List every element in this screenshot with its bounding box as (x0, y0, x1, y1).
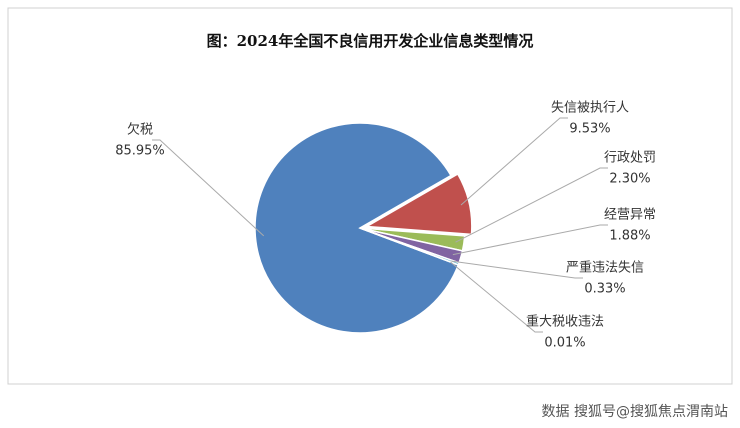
leader-line (452, 224, 608, 256)
slice-value: 9.53% (569, 122, 610, 137)
leader-line (450, 261, 543, 333)
slice-label: 行政处罚 (604, 151, 656, 166)
leader-line (460, 117, 568, 206)
pie-slice (359, 227, 460, 266)
slice-label: 重大税收违法 (526, 314, 604, 330)
slice-label: 严重违法失信 (566, 260, 644, 276)
source: 数据 搜狐号@搜狐焦点渭南站 (542, 404, 728, 420)
slice-value: 85.95% (115, 144, 165, 159)
slice-label: 欠税 (127, 122, 153, 138)
slice-value: 0.33% (584, 282, 625, 297)
leader-line (455, 167, 608, 243)
slice-label: 经营异常 (604, 208, 656, 223)
chart-title: 图：2024年全国不良信用开发企业信息类型情况 (207, 32, 534, 50)
slice-value: 2.30% (609, 172, 650, 187)
slice-value: 0.01% (544, 336, 585, 351)
leader-line (152, 139, 265, 237)
slice-value: 1.88% (609, 229, 650, 244)
pie-slice (254, 122, 460, 334)
slice-label: 失信被执行人 (551, 101, 629, 116)
leader-line (450, 260, 583, 279)
